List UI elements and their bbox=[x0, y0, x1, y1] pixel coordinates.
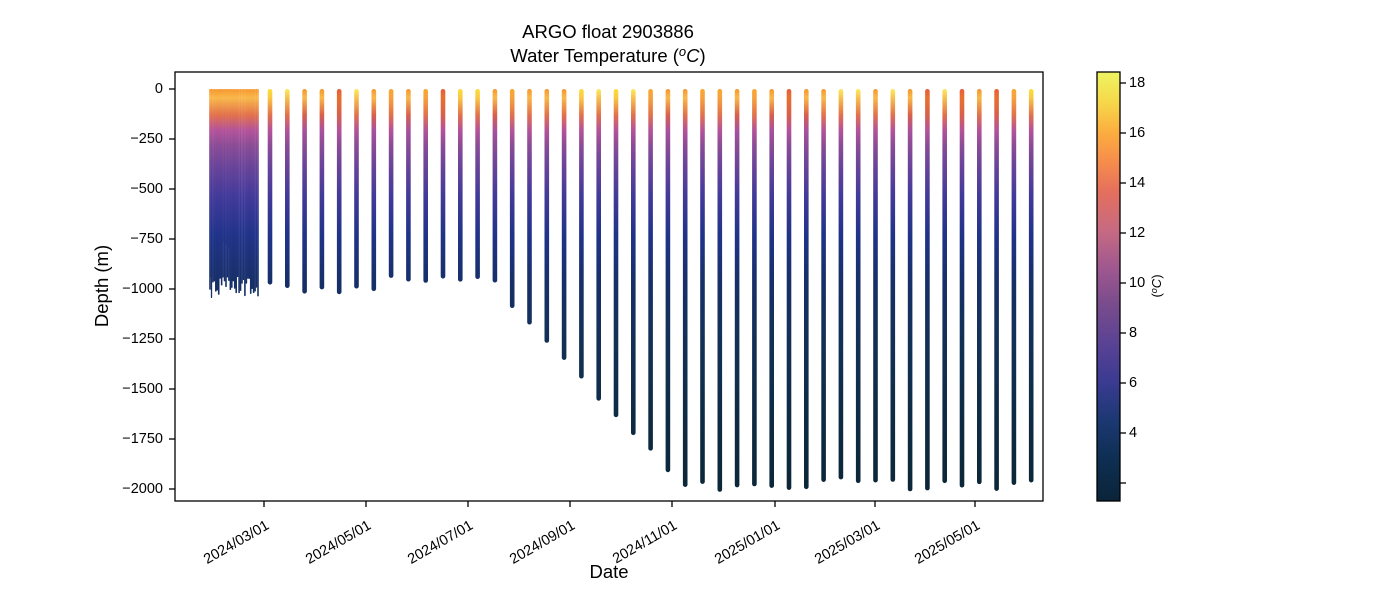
svg-text:18: 18 bbox=[1129, 75, 1145, 91]
svg-text:−250: −250 bbox=[130, 131, 163, 147]
svg-text:−1750: −1750 bbox=[122, 431, 163, 447]
svg-text:6: 6 bbox=[1129, 375, 1137, 391]
svg-text:10: 10 bbox=[1129, 275, 1145, 291]
svg-text:2025/03/01: 2025/03/01 bbox=[812, 518, 883, 568]
svg-text:2024/03/01: 2024/03/01 bbox=[201, 518, 272, 568]
svg-text:2025/05/01: 2025/05/01 bbox=[912, 518, 983, 568]
svg-text:2024/11/01: 2024/11/01 bbox=[610, 518, 680, 568]
svg-text:−1000: −1000 bbox=[122, 281, 163, 297]
svg-text:2025/01/01: 2025/01/01 bbox=[712, 518, 783, 568]
svg-text:Water Temperature (oC): Water Temperature (oC) bbox=[510, 44, 705, 66]
svg-text:4: 4 bbox=[1129, 425, 1137, 441]
svg-text:Date: Date bbox=[589, 561, 628, 582]
svg-text:14: 14 bbox=[1129, 175, 1145, 191]
svg-text:2024/05/01: 2024/05/01 bbox=[303, 518, 374, 568]
svg-text:−500: −500 bbox=[130, 181, 163, 197]
svg-text:−1500: −1500 bbox=[122, 381, 163, 397]
svg-text:16: 16 bbox=[1129, 125, 1145, 141]
svg-text:2024/07/01: 2024/07/01 bbox=[405, 518, 476, 568]
svg-text:ARGO float 2903886: ARGO float 2903886 bbox=[522, 21, 694, 42]
svg-text:−2000: −2000 bbox=[122, 481, 163, 497]
svg-text:12: 12 bbox=[1129, 225, 1145, 241]
svg-text:8: 8 bbox=[1129, 325, 1137, 341]
svg-text:0: 0 bbox=[155, 81, 163, 97]
svg-text:2024/09/01: 2024/09/01 bbox=[507, 518, 578, 568]
svg-text:−1250: −1250 bbox=[122, 331, 163, 347]
svg-text:(oC): (oC) bbox=[1149, 274, 1164, 297]
svg-text:−750: −750 bbox=[130, 231, 163, 247]
svg-text:Depth (m): Depth (m) bbox=[91, 245, 112, 327]
